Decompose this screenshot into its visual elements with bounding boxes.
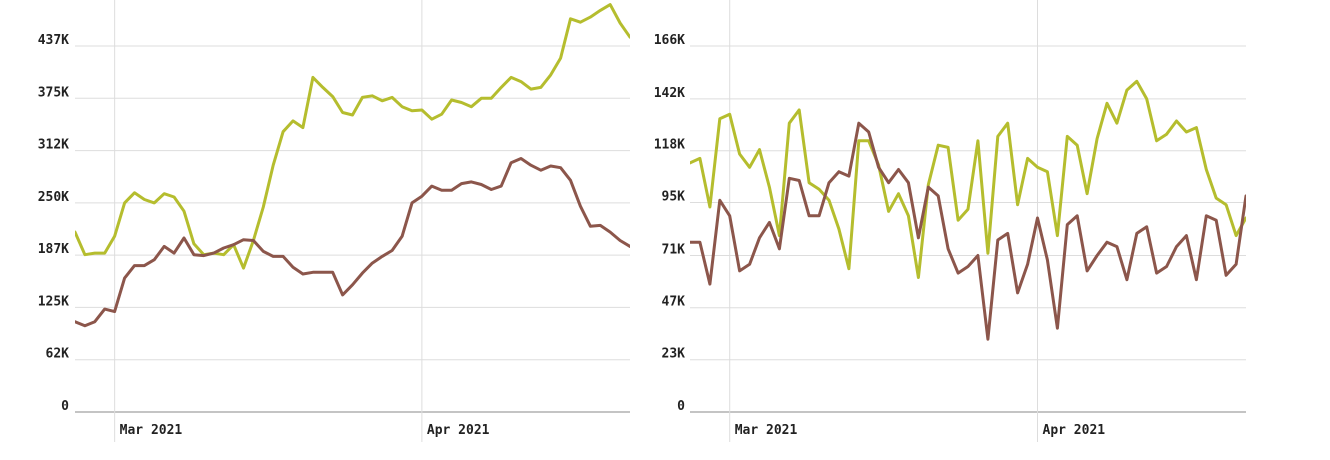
y-tick-label: 437K: [38, 33, 69, 48]
x-tick-label: Apr 2021: [1043, 423, 1106, 438]
series-line-2: [690, 121, 1246, 341]
y-tick-label: 95K: [662, 190, 686, 205]
y-tick-label: 0: [61, 399, 69, 414]
y-tick-label: 62K: [46, 347, 70, 362]
series-line-1: [75, 3, 630, 270]
chart-panel-right: 0 23K 47K 71K 95K 118K 142K 166K Mar 2021 Apr 202…: [654, 0, 1246, 442]
y-tick-label: 166K: [654, 33, 685, 48]
y-tick-label: 187K: [38, 242, 69, 257]
x-tick-label: Mar 2021: [735, 423, 798, 438]
series-line-2: [75, 157, 630, 328]
y-tick-label: 142K: [654, 86, 685, 101]
y-tick-label: 0: [677, 399, 685, 414]
x-tick-label: Apr 2021: [427, 423, 490, 438]
series-line-1: [690, 79, 1246, 279]
y-tick-label: 125K: [38, 294, 69, 309]
x-tick-label: Mar 2021: [120, 423, 183, 438]
y-tick-label: 118K: [654, 138, 685, 153]
y-tick-label: 312K: [38, 138, 69, 153]
chart-panel-left: 0 62K 125K 187K 250K 312K 375K 437K Mar 2021 Apr …: [38, 0, 630, 442]
y-tick-label: 71K: [662, 242, 686, 257]
y-tick-label: 250K: [38, 190, 69, 205]
y-tick-label: 375K: [38, 85, 69, 100]
y-tick-label: 23K: [662, 347, 686, 362]
y-tick-label: 47K: [662, 295, 686, 310]
